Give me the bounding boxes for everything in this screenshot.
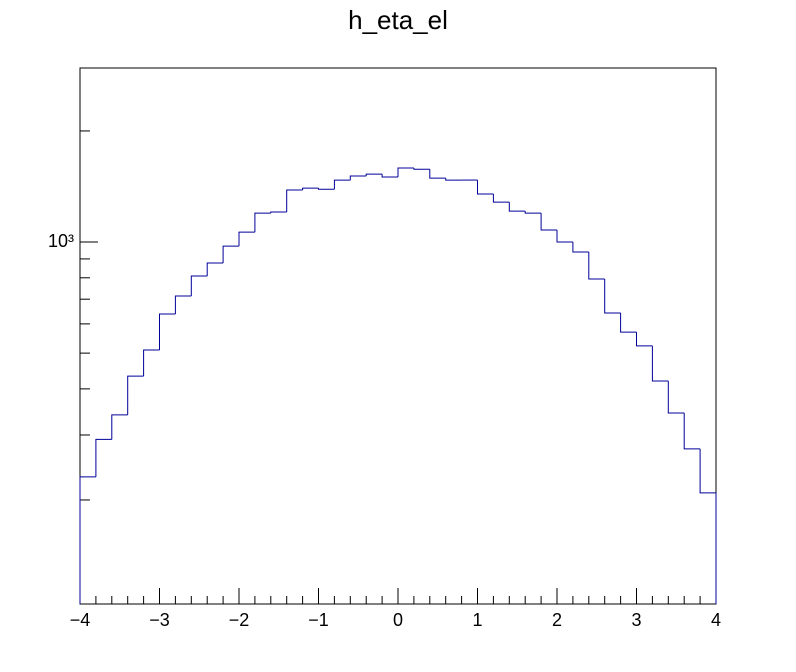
- histogram-bin: [651, 345, 669, 382]
- histogram-bin: [429, 169, 446, 179]
- histogram-bin: [397, 167, 414, 178]
- histogram-bin: [667, 381, 685, 414]
- histogram-bin: [95, 438, 112, 477]
- histogram-bin: [349, 175, 367, 181]
- histogram-bin: [270, 211, 287, 214]
- histogram-bin: [604, 278, 621, 314]
- histogram-bin: [159, 313, 176, 350]
- histogram-bin: [699, 448, 717, 604]
- histogram-bin: [540, 213, 557, 231]
- histogram-bin: [302, 187, 319, 191]
- x-tick-label: −2: [229, 610, 250, 630]
- histogram-bin: [79, 476, 96, 604]
- histogram-bin: [477, 180, 494, 195]
- chart-title: h_eta_el: [348, 5, 448, 35]
- x-tick-label: 4: [711, 610, 721, 630]
- histogram-bin: [508, 202, 526, 212]
- x-tick-label: −3: [149, 610, 170, 630]
- histogram-bin: [254, 212, 271, 233]
- y-tick-label: 10³: [48, 231, 74, 251]
- histogram-bin: [556, 229, 573, 243]
- histogram-bin: [492, 194, 510, 203]
- histogram-bin: [111, 414, 128, 440]
- x-tick-label: 2: [552, 610, 562, 630]
- histogram-bin: [381, 174, 398, 178]
- histogram-bin: [143, 349, 160, 377]
- histogram-bin: [620, 313, 637, 333]
- x-tick-label: −1: [308, 610, 329, 630]
- histogram-bin: [413, 168, 430, 170]
- histogram-bin: [127, 375, 144, 415]
- histogram-bin: [445, 178, 462, 181]
- histogram-bin: [365, 173, 383, 176]
- histogram-bin: [683, 413, 701, 450]
- histogram-bin: [238, 231, 255, 247]
- histogram-bin: [572, 242, 589, 253]
- histogram-bin: [318, 188, 335, 190]
- histogram-bin: [206, 262, 224, 276]
- histogram-bin: [333, 179, 351, 190]
- x-tick-label: 0: [393, 610, 403, 630]
- histogram-bin: [588, 251, 605, 280]
- x-tick-label: 3: [631, 610, 641, 630]
- x-tick-label: 1: [472, 610, 482, 630]
- histogram-bin: [222, 245, 239, 264]
- histogram-bin: [524, 211, 542, 214]
- histogram-bin: [174, 295, 192, 315]
- x-tick-label: −4: [70, 610, 91, 630]
- histogram-bin: [286, 189, 303, 213]
- histogram-bin: [190, 275, 208, 297]
- histogram-bin: [636, 332, 653, 347]
